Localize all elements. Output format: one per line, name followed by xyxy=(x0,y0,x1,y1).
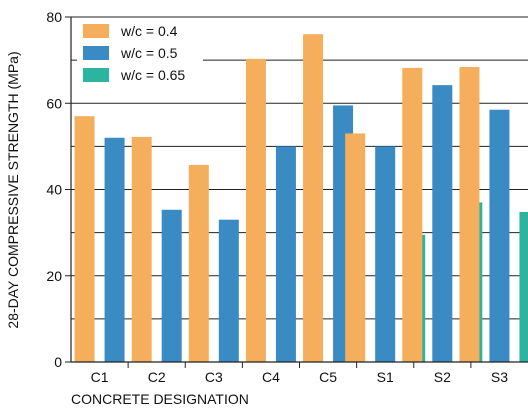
x-tick-label: S3 xyxy=(491,369,508,385)
bar xyxy=(375,146,396,362)
bar xyxy=(459,67,480,363)
y-tick-label: 80 xyxy=(46,9,62,25)
y-tick-label: 0 xyxy=(54,354,62,370)
x-tick-label: C5 xyxy=(319,369,337,385)
y-tick-label: 20 xyxy=(46,268,62,284)
legend-swatch xyxy=(83,46,109,60)
bar xyxy=(345,133,366,362)
bar xyxy=(303,34,324,362)
x-tick-label: C4 xyxy=(262,369,280,385)
bar xyxy=(218,219,239,362)
y-axis-title: 28-DAY COMPRESSIVE STRENGTH (MPa) xyxy=(5,51,21,328)
x-tick-label: C2 xyxy=(148,369,166,385)
bar xyxy=(275,146,296,362)
x-tick-label: S2 xyxy=(434,369,451,385)
bar xyxy=(104,137,125,362)
bar xyxy=(489,109,510,362)
y-tick-label: 60 xyxy=(46,95,62,111)
legend: w/c = 0.4 w/c = 0.5 w/c = 0.65 xyxy=(77,20,203,86)
y-tick-label: 40 xyxy=(46,182,62,198)
bar xyxy=(161,209,182,362)
legend-label: w/c = 0.5 xyxy=(120,45,178,61)
x-tick-label: S1 xyxy=(377,369,394,385)
y-ticks: 0 20 40 60 80 xyxy=(46,9,71,370)
x-tick-label: C3 xyxy=(205,369,223,385)
bar xyxy=(519,211,528,362)
legend-label: w/c = 0.65 xyxy=(120,67,185,83)
legend-swatch xyxy=(83,24,109,38)
x-tick-label: C1 xyxy=(91,369,109,385)
legend-swatch xyxy=(83,68,109,82)
x-ticks: C1 C2 C3 C4 C5 S1 S2 S3 xyxy=(91,362,508,385)
bar xyxy=(432,85,453,362)
bar xyxy=(245,58,266,363)
bar xyxy=(188,164,209,362)
bar xyxy=(131,136,152,362)
legend-label: w/c = 0.4 xyxy=(120,23,178,39)
x-axis-title: CONCRETE DESIGNATION xyxy=(71,391,249,407)
bar xyxy=(402,67,423,362)
bars xyxy=(74,34,528,363)
bar xyxy=(74,116,95,362)
